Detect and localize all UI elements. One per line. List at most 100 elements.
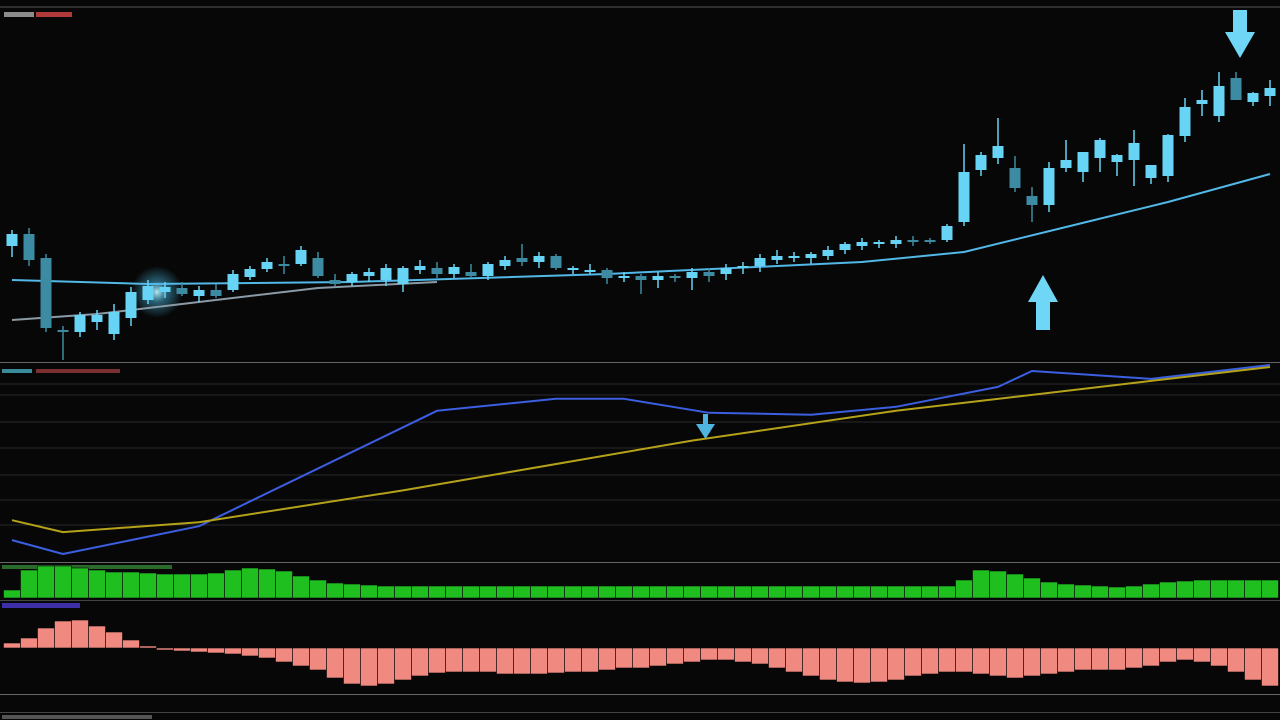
candle-body (550, 256, 562, 268)
histogram-bar (479, 585, 497, 599)
histogram-bar (564, 647, 582, 673)
histogram-bar (1159, 581, 1177, 599)
candle-body (703, 272, 715, 276)
histogram-bar (1142, 583, 1160, 599)
histogram-bar (462, 585, 480, 599)
candle-body (346, 274, 358, 282)
histogram-bar (734, 585, 752, 599)
candle-body (295, 250, 307, 264)
candle-body (516, 258, 528, 262)
indicator-tag (2, 603, 80, 608)
candle-body (686, 272, 698, 278)
candle-body (1162, 135, 1174, 176)
histogram-bar (904, 585, 922, 599)
histogram-bar (54, 620, 72, 649)
histogram-bar (802, 585, 820, 599)
candle-body (244, 269, 256, 277)
histogram-bar (241, 647, 259, 657)
histogram-bar (989, 647, 1007, 677)
histogram-bar (1108, 586, 1126, 599)
candle-body (618, 276, 630, 278)
indicator-line (11, 173, 1271, 285)
histogram-bar (955, 647, 973, 673)
candle-body (856, 242, 868, 246)
histogram-bar (938, 647, 956, 673)
histogram-bar (615, 585, 633, 599)
candle-body (1043, 168, 1055, 205)
histogram-bar (105, 571, 123, 599)
candle-body (499, 260, 511, 266)
indicator-tag (2, 565, 172, 569)
histogram-bar (598, 647, 616, 671)
down-arrow (1225, 10, 1255, 58)
histogram-bar (377, 647, 395, 685)
histogram-bar (700, 585, 718, 599)
histogram-bar (870, 585, 888, 599)
indicator-line (11, 364, 1271, 555)
histogram-bar (785, 647, 803, 673)
histogram-bar (258, 647, 276, 659)
candle-body (159, 287, 171, 292)
histogram-bar (445, 585, 463, 599)
candle-body (448, 267, 460, 274)
candle-body (125, 292, 137, 318)
candle-body (635, 276, 647, 280)
histogram-bar (513, 585, 531, 599)
candle-body (737, 266, 749, 268)
histogram-bar (1210, 579, 1228, 599)
histogram-bar (190, 573, 208, 599)
histogram-bar (1193, 579, 1211, 599)
candle-body (907, 240, 919, 242)
histogram-bar (309, 579, 327, 599)
histogram-bar (139, 645, 157, 649)
histogram-bar (802, 647, 820, 677)
histogram-bar (1142, 647, 1160, 667)
histogram-bar (649, 585, 667, 599)
histogram-bar (1244, 647, 1262, 681)
candle-body (839, 244, 851, 250)
histogram-bar (479, 647, 497, 673)
indicator-tag (2, 715, 152, 719)
candle-body (975, 155, 987, 170)
histogram-bar (530, 585, 548, 599)
candle-body (414, 266, 426, 270)
histogram-bar (156, 647, 174, 651)
histogram-bar (1091, 647, 1109, 671)
indicator-tag (2, 369, 32, 373)
histogram-bar (428, 647, 446, 674)
candle-body (1111, 155, 1123, 162)
histogram-bar (666, 647, 684, 665)
histogram-bar (666, 585, 684, 599)
histogram-bar (734, 647, 752, 663)
indicator-tag (4, 12, 34, 17)
histogram-bar (224, 569, 242, 599)
histogram-bar (411, 647, 429, 677)
candle-body (567, 268, 579, 270)
indicator-tag (36, 369, 120, 373)
guide-lines (0, 383, 1280, 526)
candle-body (482, 264, 494, 276)
histogram-bar (649, 647, 667, 667)
candle-body (941, 226, 953, 240)
histogram-bar (207, 647, 225, 654)
candle-body (754, 258, 766, 266)
histogram-bar (1040, 581, 1058, 599)
candle-body (431, 268, 443, 274)
histogram-bar (1176, 580, 1194, 599)
histogram-bar (853, 585, 871, 599)
histogram-bar (224, 647, 242, 655)
histogram-bar (258, 568, 276, 599)
candle-body (261, 262, 273, 269)
histogram-bar (989, 570, 1007, 599)
candle-body (1060, 160, 1072, 168)
histogram-bar (1244, 579, 1262, 599)
candle-body (924, 240, 936, 242)
histogram-bar (496, 585, 514, 599)
candle-body (1077, 152, 1089, 172)
histogram-bar (71, 567, 89, 599)
candle-body (822, 250, 834, 256)
histogram-bar (785, 585, 803, 599)
histogram-bar (1210, 647, 1228, 667)
